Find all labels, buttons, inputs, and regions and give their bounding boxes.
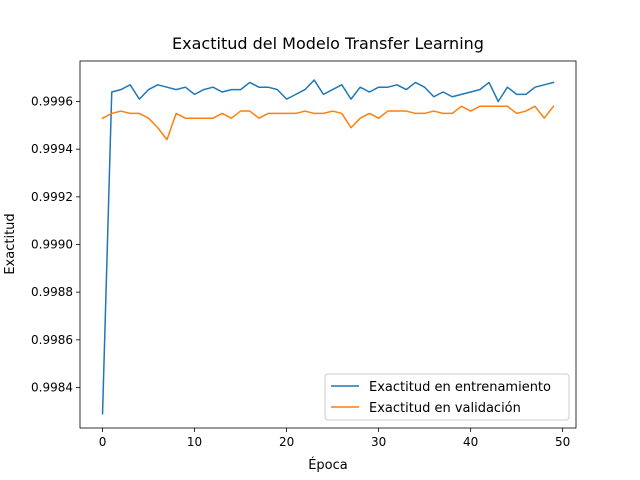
x-tick-label: 40 xyxy=(463,435,478,449)
legend-box xyxy=(324,373,570,421)
x-tick-label: 0 xyxy=(99,435,107,449)
y-tick-label: 0.9996 xyxy=(31,95,73,109)
x-tick-label: 50 xyxy=(555,435,570,449)
y-tick-label: 0.9994 xyxy=(31,142,73,156)
x-tick-label: 10 xyxy=(187,435,202,449)
y-tick-label: 0.9992 xyxy=(31,190,73,204)
y-tick-label: 0.9984 xyxy=(31,380,73,394)
chart-title: Exactitud del Modelo Transfer Learning xyxy=(172,34,484,53)
plot-area: 0 10 20 30 40 50 0.9984 0.9986 0.9988 0.9990 0.999… xyxy=(31,60,577,449)
y-tick-label: 0.9990 xyxy=(31,238,73,252)
series-line-validacion xyxy=(101,105,555,141)
legend-label: Exactitud en entrenamiento xyxy=(369,380,551,395)
x-tick-label: 30 xyxy=(371,435,386,449)
series-line-entrenamiento xyxy=(101,79,555,415)
x-axis-label: Época xyxy=(308,457,348,473)
x-tick-label: 20 xyxy=(279,435,294,449)
y-axis-label: Exactitud xyxy=(3,213,18,274)
y-tick-label: 0.9988 xyxy=(31,285,73,299)
legend-label: Exactitud en validación xyxy=(369,401,521,416)
y-tick-label: 0.9986 xyxy=(31,333,73,347)
legend: Exactitud en entrenamiento Exactitud en v… xyxy=(324,373,570,421)
